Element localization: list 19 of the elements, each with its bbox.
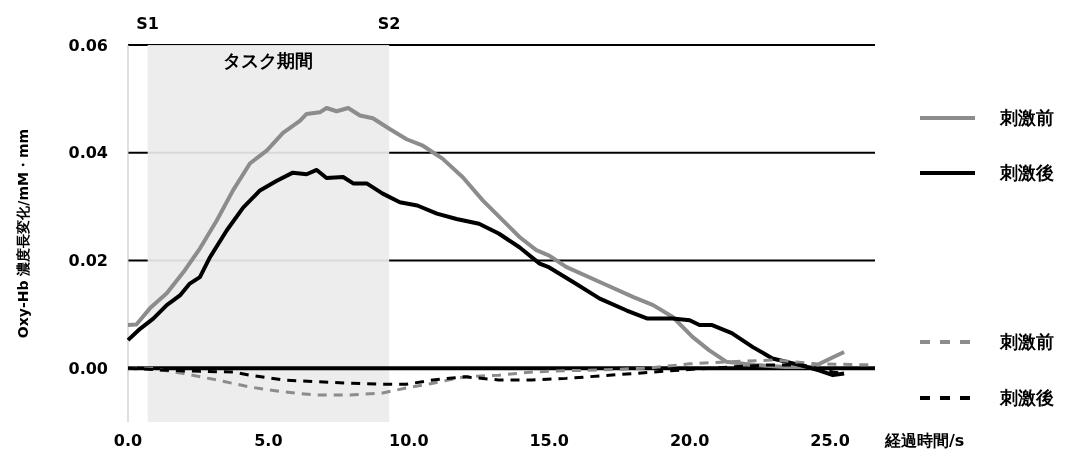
y-tick-label: 0.00 <box>68 358 108 378</box>
x-tick-label: 5.0 <box>254 431 283 450</box>
x-tick-label: 0.0 <box>113 431 143 450</box>
x-tick-label: 10.0 <box>389 431 429 450</box>
legend-label: 刺激前 <box>999 331 1054 353</box>
y-tick-label: 0.06 <box>68 35 108 55</box>
legend-label: 刺激後 <box>999 387 1054 409</box>
y-tick-label: 0.04 <box>68 143 108 163</box>
legend-label: 刺激前 <box>999 107 1054 129</box>
y-tick-label: 0.02 <box>68 251 108 271</box>
y-axis-title: Oxy-Hb 濃度長変化/mM・mm <box>15 128 31 339</box>
x-tick-label: 25.0 <box>810 431 850 450</box>
legend-label: 刺激後 <box>999 162 1054 184</box>
x-axis-title: 経過時間/s <box>884 431 965 450</box>
text: S1 <box>136 14 159 33</box>
x-tick-label: 20.0 <box>669 431 710 450</box>
text: S2 <box>377 14 401 33</box>
x-tick-label: 15.0 <box>529 431 569 450</box>
band-label: タスク期間 <box>223 50 314 71</box>
